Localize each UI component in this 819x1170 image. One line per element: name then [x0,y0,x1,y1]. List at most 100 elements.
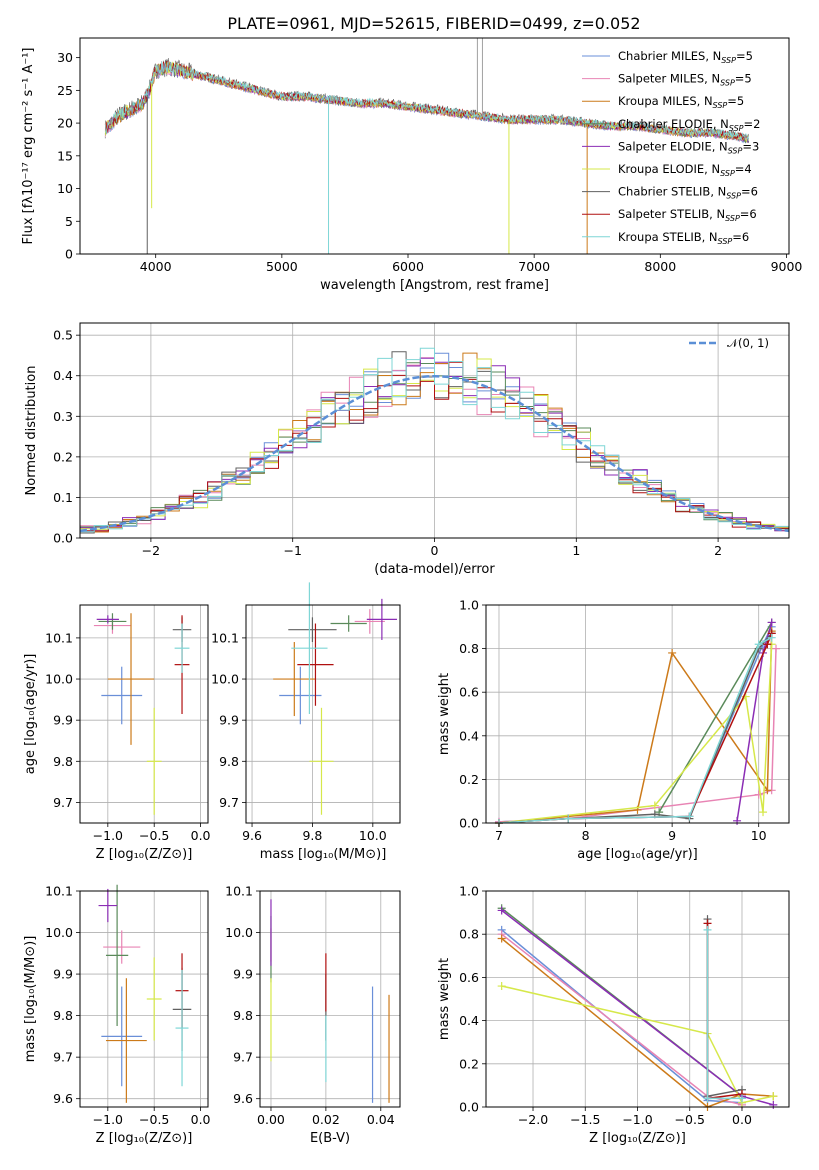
massweight-point [703,925,712,934]
x-tick-label: 7 [495,828,503,843]
legend-entry: Salpeter ELODIE, NSSP=3 [618,139,759,155]
y-axis-label: mass weight [437,958,452,1040]
x-tick-label: −2.0 [518,1112,548,1127]
y-tick-label: 9.9 [219,713,239,728]
y-tick-label: 9.9 [233,967,253,982]
normal-curve [79,374,790,533]
x-tick-label: 10 [751,828,767,843]
y-tick-label: 0.6 [459,970,479,985]
y-tick-label: 1.0 [459,884,479,899]
x-tick-label: 8 [582,828,590,843]
plot-frame [79,890,209,1108]
y-tick-label: 10 [57,181,73,196]
y-axis-label: Normed distribution [24,366,39,496]
y-tick-label: 10.1 [45,630,73,645]
y-axis-label: age [log₁₀(age/yr)] [23,654,38,775]
y-tick-label: 10.1 [211,630,239,645]
massweight-series-1 [498,648,777,823]
y-axis-label: Flux [fλ10⁻¹⁷ erg cm⁻² s⁻¹ A⁻¹] [21,48,36,245]
legend-entry: Salpeter STELIB, NSSP=6 [618,207,757,223]
plot-frame [245,604,401,824]
legend-entry: Chabrier STELIB, NSSP=6 [618,185,758,201]
y-tick-label: 9.9 [53,967,73,982]
y-tick-label: 10.0 [225,925,253,940]
massweight-series-7 [498,633,773,824]
figure-title: PLATE=0961, MJD=52615, FIBERID=0499, z=0… [227,14,640,33]
y-tick-label: 10.1 [225,884,253,899]
massweight-point [754,790,763,799]
massweight-point [763,640,772,649]
x-tick-label: 6000 [392,259,424,274]
massweight-point [703,1094,712,1103]
y-tick-label: 0.8 [459,641,479,656]
x-tick-label: −1.0 [622,1112,652,1127]
y-tick-label: 30 [57,50,73,65]
massweight-point [767,633,776,642]
x-tick-label: 4000 [140,259,172,274]
y-tick-label: 0 [65,247,73,262]
y-axis-label: mass [log₁₀(M/M⊙)] [23,936,38,1063]
massweight-point [650,801,659,810]
y-tick-label: 0.6 [459,685,479,700]
y-tick-label: 10.0 [45,925,73,940]
x-tick-label: −0.5 [139,828,169,843]
x-axis-label: Z [log₁₀(Z/Z⊙)] [589,1131,686,1146]
y-tick-label: 9.8 [219,754,239,769]
y-tick-label: 1.0 [459,598,479,613]
y-tick-label: 9.7 [219,795,239,810]
x-axis-label: (data-model)/error [374,562,495,577]
panel-massweight-vs-metallicity: −2.0 −1.5 −1.0 −0.5 0.0 0.0 0.2 0.4 0.6 0.8 1.0 Z [… [437,884,790,1146]
x-tick-label: −1.0 [93,1112,123,1127]
x-tick-label: 0.02 [312,1112,340,1127]
legend-entry: Kroupa STELIB, NSSP=6 [618,230,749,246]
panel-massweight-vs-age: 7 8 9 10 0.0 0.2 0.4 0.6 0.8 1.0 age [log₁₀(age/yr… [437,598,790,862]
x-tick-label: 2 [714,543,722,558]
massweight-point [497,906,506,915]
x-axis-label: age [log₁₀(age/yr)] [577,847,698,862]
y-tick-label: 20 [57,116,73,131]
y-tick-label: 0.3 [53,409,73,424]
massweight-point [733,816,742,825]
x-axis-label: wavelength [Angstrom, rest frame] [320,278,549,293]
y-tick-label: 9.6 [233,1091,253,1106]
massweight-series-0 [501,929,743,1104]
massweight-series-5 [501,985,774,1104]
legend-entry: Chabrier MILES, NSSP=5 [618,49,753,65]
plot-frame [485,604,790,824]
x-axis-label: Z [log₁₀(Z/Z⊙)] [96,847,193,862]
y-tick-label: 0.4 [53,368,73,383]
legend-entry: Kroupa ELODIE, NSSP=4 [618,162,752,178]
massweight-point [754,640,763,649]
x-tick-label: 0.0 [191,1112,211,1127]
y-tick-label: 0.8 [459,927,479,942]
y-axis-label: mass weight [437,673,452,755]
x-tick-label: 9000 [771,259,803,274]
x-tick-label: 1 [572,543,580,558]
y-tick-label: 10.1 [45,884,73,899]
plot-frame [259,890,401,1108]
massweight-series-8 [498,637,773,824]
y-tick-label: 9.8 [233,1008,253,1023]
x-tick-label: 0.04 [367,1112,395,1127]
y-tick-label: 0.0 [459,816,479,831]
x-axis-label: E(B-V) [310,1131,350,1146]
y-tick-label: 0.0 [459,1100,479,1115]
panel-residuals: −2 −1 0 1 2 0.0 0.1 0.2 0.3 0.4 0.5 (data-model)/er… [24,322,790,577]
x-axis-label: mass [log₁₀(M/M⊙)] [260,847,387,862]
massweight-series-2 [498,631,773,824]
x-tick-label: 9.8 [302,828,322,843]
x-tick-label: 0.0 [191,828,211,843]
massweight-point [497,934,506,943]
massweight-point [769,1092,778,1101]
y-tick-label: 9.8 [53,1008,73,1023]
panel-age-vs-metallicity: −1.0 −0.5 0.0 9.7 9.8 9.9 10.0 10.1 Z [log₁₀(Z/Z… [23,604,211,862]
massweight-series-2 [501,937,774,1108]
x-tick-label: 10.0 [359,828,387,843]
y-tick-label: 0.4 [459,1013,479,1028]
legend-entry: 𝒩(0, 1) [727,336,769,350]
y-tick-label: 10.0 [211,672,239,687]
x-tick-label: 8000 [644,259,676,274]
x-axis-label: Z [log₁₀(Z/Z⊙)] [96,1131,193,1146]
x-tick-label: −1 [283,543,301,558]
x-tick-label: 0.0 [732,1112,752,1127]
